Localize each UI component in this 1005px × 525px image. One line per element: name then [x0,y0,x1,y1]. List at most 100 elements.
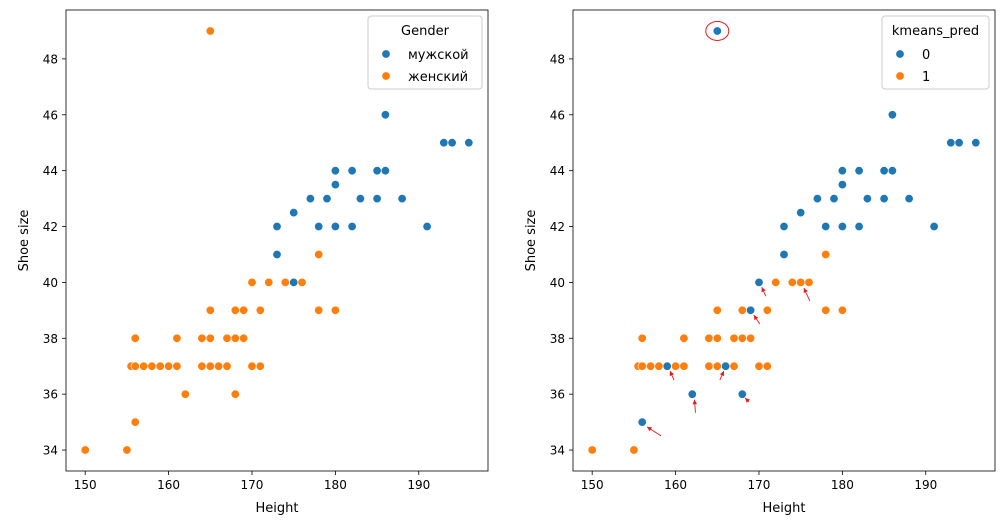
data-point [746,333,756,343]
data-point [355,194,365,204]
data-point [887,166,897,176]
x-tick-label: 150 [74,478,97,492]
data-point [687,389,697,399]
data-point [796,208,806,218]
data-point [971,138,981,148]
arrow-head [647,426,653,432]
data-point [289,277,299,287]
x-tick-label: 180 [324,478,347,492]
data-point [887,110,897,120]
y-tick-label: 44 [550,164,565,178]
data-point [746,305,756,315]
x-tick-label: 150 [581,478,604,492]
data-point [164,361,174,371]
data-point [679,361,689,371]
plot-frame [65,9,489,472]
data-point [314,222,324,232]
arrow-head [803,288,808,294]
data-point [197,333,207,343]
data-point [222,361,232,371]
legend-marker [895,49,905,59]
y-tick-label: 38 [550,332,565,346]
y-tick-label: 36 [550,388,565,402]
data-point [804,277,814,287]
x-tick-label: 160 [157,478,180,492]
data-point [180,389,190,399]
data-point [330,305,340,315]
data-point [879,194,889,204]
x-axis: 150 160 170 180 190 Height [581,471,937,516]
data-point [904,194,914,204]
data-point [721,361,731,371]
data-point [762,305,772,315]
data-point [754,361,764,371]
data-point [762,361,772,371]
data-point [637,361,647,371]
legend-marker [895,71,905,81]
data-point [230,305,240,315]
data-point [929,222,939,232]
legend-title: kmeans_pred [892,24,979,39]
data-point [205,333,215,343]
data-point [205,305,215,315]
data-point [712,333,722,343]
y-tick-label: 48 [43,52,58,66]
legend-marker [381,71,391,81]
data-point [280,277,290,287]
scatter-points [587,26,981,455]
data-point [214,361,224,371]
y-tick-label: 40 [43,276,58,290]
data-point [172,333,182,343]
y-axis: 34 36 38 40 42 44 46 48 Shoe size [524,52,573,458]
data-point [380,166,390,176]
y-tick-label: 42 [550,220,565,234]
data-point [305,194,315,204]
data-point [230,333,240,343]
data-point [247,277,257,287]
data-point [205,361,215,371]
data-point [779,250,789,260]
x-axis: 150 160 170 180 190 Height [74,471,430,516]
data-point [854,166,864,176]
data-point [139,361,149,371]
data-point [779,222,789,232]
data-point [422,222,432,232]
data-point [397,194,407,204]
y-axis-label: Shoe size [17,210,32,272]
data-point [255,361,265,371]
data-point [314,305,324,315]
data-point [737,333,747,343]
data-point [464,138,474,148]
data-point [272,250,282,260]
data-point [737,305,747,315]
arrow-head [753,315,759,321]
data-point [330,222,340,232]
data-point [372,194,382,204]
x-tick-label: 160 [664,478,687,492]
legend-entry-label: мужской [408,48,469,63]
data-point [754,277,764,287]
data-point [854,222,864,232]
data-point [239,333,249,343]
data-point [821,305,831,315]
data-point [837,222,847,232]
data-point [130,361,140,371]
data-point [330,180,340,190]
legend-box [881,15,990,90]
data-point [314,250,324,260]
data-point [155,361,165,371]
data-point [272,222,282,232]
arrow-head [692,399,698,405]
data-point [821,222,831,232]
data-point [671,361,681,371]
data-point [704,361,714,371]
data-point [197,361,207,371]
data-point [172,361,182,371]
data-point [829,194,839,204]
data-point [837,305,847,315]
arrow-head [745,397,750,403]
data-point [946,138,956,148]
legend-entry-label: 1 [922,70,930,85]
data-point [297,277,307,287]
data-point [347,166,357,176]
